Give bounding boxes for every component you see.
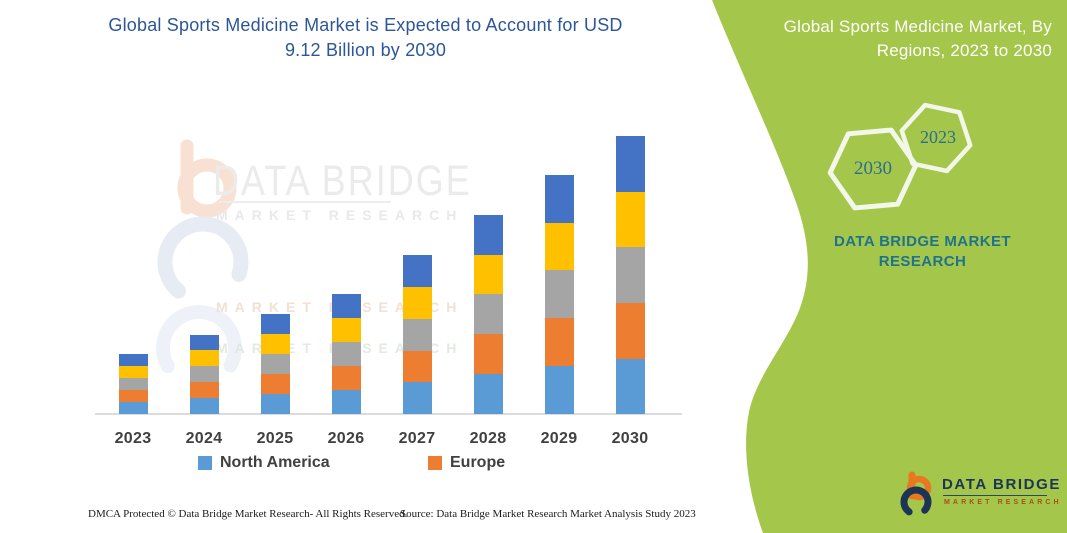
page-title-line2: 9.12 Billion by 2030 [284,40,447,60]
bar-segment-2030 [615,135,645,192]
page-title-line1: Global Sports Medicine Market is Expecte… [108,15,623,35]
bar-segment-2025 [260,333,290,354]
bar-segment-2029 [544,366,574,414]
bar-segment-2028 [473,334,503,374]
x-axis-label-2026: 2026 [327,430,365,447]
bar-2030 [615,135,645,414]
bar-segment-2023 [118,365,148,378]
bar-segment-2030 [615,303,645,359]
bar-2025 [260,313,290,414]
hexagon-2023 [899,102,973,174]
x-axis-label-2027: 2027 [398,430,436,447]
bar-segment-2028 [473,254,503,295]
panel-brand-line1: DATA BRIDGE MARKET [834,233,1011,250]
databridge-logo-icon [900,471,932,518]
legend-item-europe: Europe [428,454,505,472]
bar-segment-2027 [402,350,432,383]
x-axis-line [95,413,682,415]
hexagon-2030 [827,127,919,211]
footer-source: Source: Data Bridge Market Research Mark… [400,508,696,520]
x-axis-label-2024: 2024 [185,430,223,447]
x-axis-label-2023: 2023 [114,430,152,447]
x-axis-label-2029: 2029 [540,430,578,447]
bar-2028 [473,214,503,414]
panel-title: Global Sports Medicine Market, By Region… [730,15,1052,63]
bar-segment-2024 [189,398,219,414]
legend-label: North America [220,454,330,471]
bar-segment-2025 [260,353,290,374]
panel-brand-text: DATA BRIDGE MARKET RESEARCH [800,232,1045,272]
bar-2026 [331,293,361,414]
bar-segment-2026 [331,317,361,342]
legend-swatch-north-america [198,456,212,470]
bar-segment-2028 [473,374,503,414]
brand-logo-sub: MARKET RESEARCH [944,499,1062,506]
bar-segment-2023 [118,389,148,402]
bar-segment-2026 [331,389,361,414]
panel-brand-line2: RESEARCH [878,253,967,270]
brand-logo-rule [943,495,1047,496]
bar-segment-2029 [544,270,574,319]
bar-segment-2023 [118,377,148,390]
panel-title-line1: Global Sports Medicine Market, By [783,17,1052,36]
bar-segment-2025 [260,313,290,334]
bar-segment-2030 [615,247,645,303]
x-axis-label-2025: 2025 [256,430,294,447]
bar-segment-2027 [402,287,432,319]
footer-dmca: DMCA Protected © Data Bridge Market Rese… [88,508,408,520]
bar-2029 [544,174,574,414]
hexagon-year-2023: 2023 [920,127,956,147]
bar-segment-2028 [473,214,503,255]
bar-segment-2023 [118,353,148,366]
bar-segment-2026 [331,293,361,318]
bar-segment-2030 [615,358,645,414]
bar-2027 [402,255,432,414]
bar-segment-2023 [118,401,148,414]
bar-segment-2029 [544,318,574,367]
bar-segment-2029 [544,174,574,223]
page-title: Global Sports Medicine Market is Expecte… [68,13,663,63]
x-axis-label-2028: 2028 [469,430,507,447]
x-axis-label-2030: 2030 [611,430,649,447]
brand-logo: DATA BRIDGE MARKET RESEARCH [896,468,1059,518]
legend-item-north-america: North America [198,454,330,472]
bar-segment-2030 [615,191,645,248]
hexagon-year-2030: 2030 [854,158,892,179]
bar-segment-2026 [331,341,361,366]
legend-swatch-europe [428,456,442,470]
legend-label: Europe [450,454,506,471]
bar-segment-2028 [473,294,503,335]
hexagons-graphic [827,102,973,211]
panel-title-line2: Regions, 2023 to 2030 [876,41,1052,60]
bar-segment-2027 [402,382,432,414]
brand-logo-name: DATA BRIDGE [942,476,1061,493]
bar-segment-2025 [260,373,290,394]
bar-segment-2027 [402,318,432,351]
bar-2023 [118,353,148,414]
bar-segment-2027 [402,255,432,288]
bar-segment-2026 [331,365,361,390]
bar-segment-2025 [260,393,290,414]
bar-segment-2029 [544,222,574,271]
